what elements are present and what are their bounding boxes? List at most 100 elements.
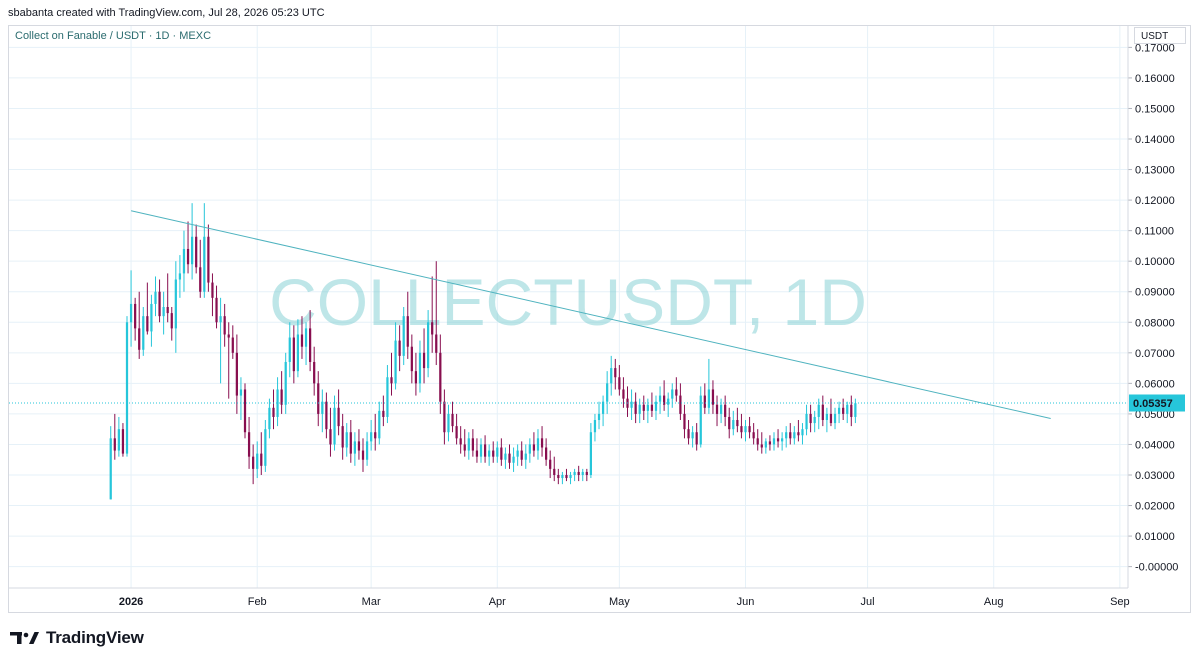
candle[interactable] xyxy=(805,404,808,436)
candle[interactable] xyxy=(227,322,230,399)
candle[interactable] xyxy=(304,322,308,366)
candle[interactable] xyxy=(300,316,304,359)
candle[interactable] xyxy=(129,270,133,347)
candle[interactable] xyxy=(703,383,706,414)
candle[interactable] xyxy=(821,395,824,427)
candle[interactable] xyxy=(532,432,536,457)
candle[interactable] xyxy=(622,377,625,408)
candle[interactable] xyxy=(276,377,279,427)
candle[interactable] xyxy=(357,429,361,460)
candle[interactable] xyxy=(174,261,177,353)
candle[interactable] xyxy=(195,224,198,274)
candle[interactable] xyxy=(483,435,487,463)
candle[interactable] xyxy=(443,389,446,445)
candle[interactable] xyxy=(134,297,137,341)
candle[interactable] xyxy=(724,395,727,427)
candle[interactable] xyxy=(524,444,527,469)
candle[interactable] xyxy=(561,471,564,485)
candle[interactable] xyxy=(768,435,772,451)
candle[interactable] xyxy=(846,401,849,424)
candle[interactable] xyxy=(776,429,780,448)
candle[interactable] xyxy=(573,468,576,482)
candle[interactable] xyxy=(121,423,125,457)
candle[interactable] xyxy=(833,407,837,430)
candle[interactable] xyxy=(536,429,540,460)
candle[interactable] xyxy=(626,386,629,417)
candle[interactable] xyxy=(671,383,674,408)
candle[interactable] xyxy=(296,319,300,378)
candle[interactable] xyxy=(211,273,214,317)
candle[interactable] xyxy=(699,386,702,448)
candle[interactable] xyxy=(748,416,751,439)
candle[interactable] xyxy=(382,395,385,427)
candle[interactable] xyxy=(178,255,182,298)
candle[interactable] xyxy=(683,404,686,439)
candle[interactable] xyxy=(321,389,324,433)
candle[interactable] xyxy=(463,429,466,457)
candle[interactable] xyxy=(109,426,112,500)
candle[interactable] xyxy=(557,468,560,485)
currency-unit-button[interactable]: USDT xyxy=(1134,27,1186,44)
candle[interactable] xyxy=(508,444,511,469)
candle[interactable] xyxy=(215,285,218,329)
candle[interactable] xyxy=(414,352,418,396)
candle[interactable] xyxy=(760,432,763,454)
candle[interactable] xyxy=(642,395,645,421)
candle[interactable] xyxy=(695,423,698,451)
candle[interactable] xyxy=(325,392,328,439)
candle[interactable] xyxy=(728,407,731,439)
candle[interactable] xyxy=(333,395,336,451)
candle[interactable] xyxy=(634,392,637,424)
candle[interactable] xyxy=(182,230,186,292)
candle[interactable] xyxy=(190,203,194,280)
candle[interactable] xyxy=(125,316,129,457)
candle[interactable] xyxy=(691,426,694,448)
candle[interactable] xyxy=(801,423,804,445)
candle[interactable] xyxy=(577,465,580,482)
candle[interactable] xyxy=(329,407,332,457)
candle[interactable] xyxy=(370,420,373,451)
candle[interactable] xyxy=(239,377,243,421)
candle[interactable] xyxy=(337,389,340,436)
candle[interactable] xyxy=(581,468,584,482)
candle[interactable] xyxy=(341,413,344,460)
candle[interactable] xyxy=(455,413,458,445)
candle[interactable] xyxy=(675,377,678,402)
candle[interactable] xyxy=(199,239,202,298)
candle[interactable] xyxy=(365,432,369,466)
candle[interactable] xyxy=(785,426,788,448)
candle[interactable] xyxy=(797,420,800,442)
candle[interactable] xyxy=(243,383,247,439)
candle[interactable] xyxy=(166,273,169,323)
candle[interactable] xyxy=(447,404,450,442)
candle[interactable] xyxy=(203,203,206,298)
candle[interactable] xyxy=(272,389,275,430)
candle[interactable] xyxy=(719,398,723,424)
candle[interactable] xyxy=(528,438,531,463)
candle[interactable] xyxy=(585,468,588,482)
candle[interactable] xyxy=(764,438,767,454)
candle[interactable] xyxy=(471,429,474,457)
candle[interactable] xyxy=(756,429,759,451)
candle[interactable] xyxy=(280,371,283,414)
candle[interactable] xyxy=(268,398,271,439)
candle[interactable] xyxy=(426,310,430,378)
candle[interactable] xyxy=(854,398,857,424)
candle[interactable] xyxy=(817,398,820,430)
candle[interactable] xyxy=(219,297,222,384)
candle[interactable] xyxy=(601,395,605,427)
candle[interactable] xyxy=(711,380,715,414)
candle[interactable] xyxy=(512,447,515,472)
candle[interactable] xyxy=(504,447,507,469)
candle[interactable] xyxy=(630,389,633,421)
candle[interactable] xyxy=(687,420,690,445)
candle[interactable] xyxy=(231,325,234,359)
candle[interactable] xyxy=(284,352,287,414)
candle[interactable] xyxy=(744,420,747,442)
candle[interactable] xyxy=(772,432,776,451)
candle[interactable] xyxy=(439,334,442,414)
candle[interactable] xyxy=(467,432,470,460)
candle[interactable] xyxy=(288,322,291,378)
candle[interactable] xyxy=(256,441,259,479)
candle[interactable] xyxy=(154,276,157,317)
